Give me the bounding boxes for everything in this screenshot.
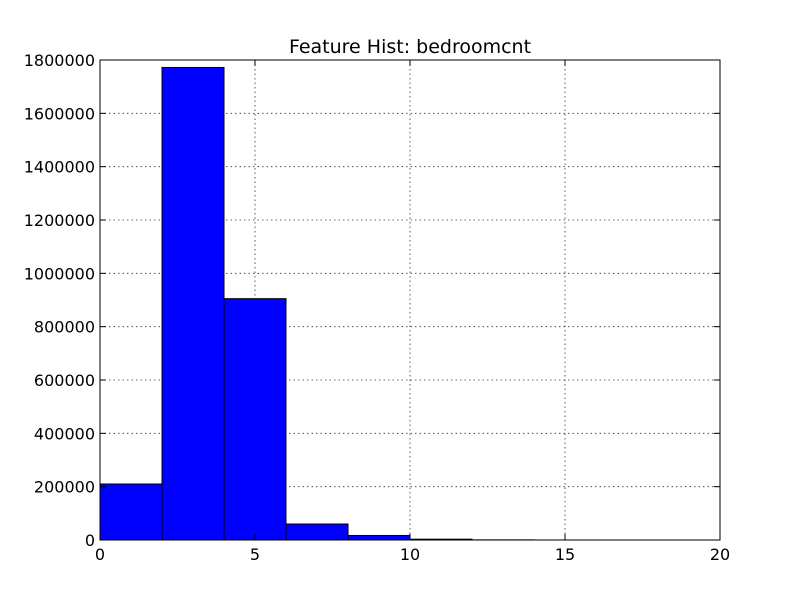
histogram-bar — [347, 534, 411, 541]
y-tick-label: 1800000 — [24, 51, 95, 70]
y-tick-label: 1200000 — [24, 211, 95, 230]
x-tick-label: 15 — [555, 545, 575, 564]
chart-title: Feature Hist: bedroomcnt — [289, 36, 531, 58]
histogram-bar — [161, 66, 225, 541]
x-tick-label: 10 — [400, 545, 420, 564]
histogram-bar — [99, 483, 163, 541]
y-tick-label: 1600000 — [24, 104, 95, 123]
x-tick-label: 0 — [95, 545, 105, 564]
histogram-bar — [223, 298, 287, 541]
histogram-bar — [285, 523, 349, 541]
y-tick-label: 1000000 — [24, 264, 95, 283]
x-tick-label: 20 — [710, 545, 730, 564]
x-tick-label: 5 — [250, 545, 260, 564]
y-tick-label: 600000 — [34, 371, 95, 390]
y-tick-label: 200000 — [34, 478, 95, 497]
y-axis-ticks: 0 200000 400000 600000 800000 1000000 1200000 1… — [24, 51, 720, 550]
histogram-bars — [99, 66, 721, 541]
y-tick-label: 0 — [85, 531, 95, 550]
y-tick-label: 800000 — [34, 318, 95, 337]
y-tick-label: 400000 — [34, 424, 95, 443]
x-axis-ticks: 0 5 10 15 20 — [95, 60, 730, 564]
y-tick-label: 1400000 — [24, 158, 95, 177]
